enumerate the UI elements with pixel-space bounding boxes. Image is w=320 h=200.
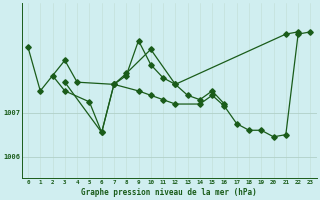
X-axis label: Graphe pression niveau de la mer (hPa): Graphe pression niveau de la mer (hPa) — [81, 188, 257, 197]
